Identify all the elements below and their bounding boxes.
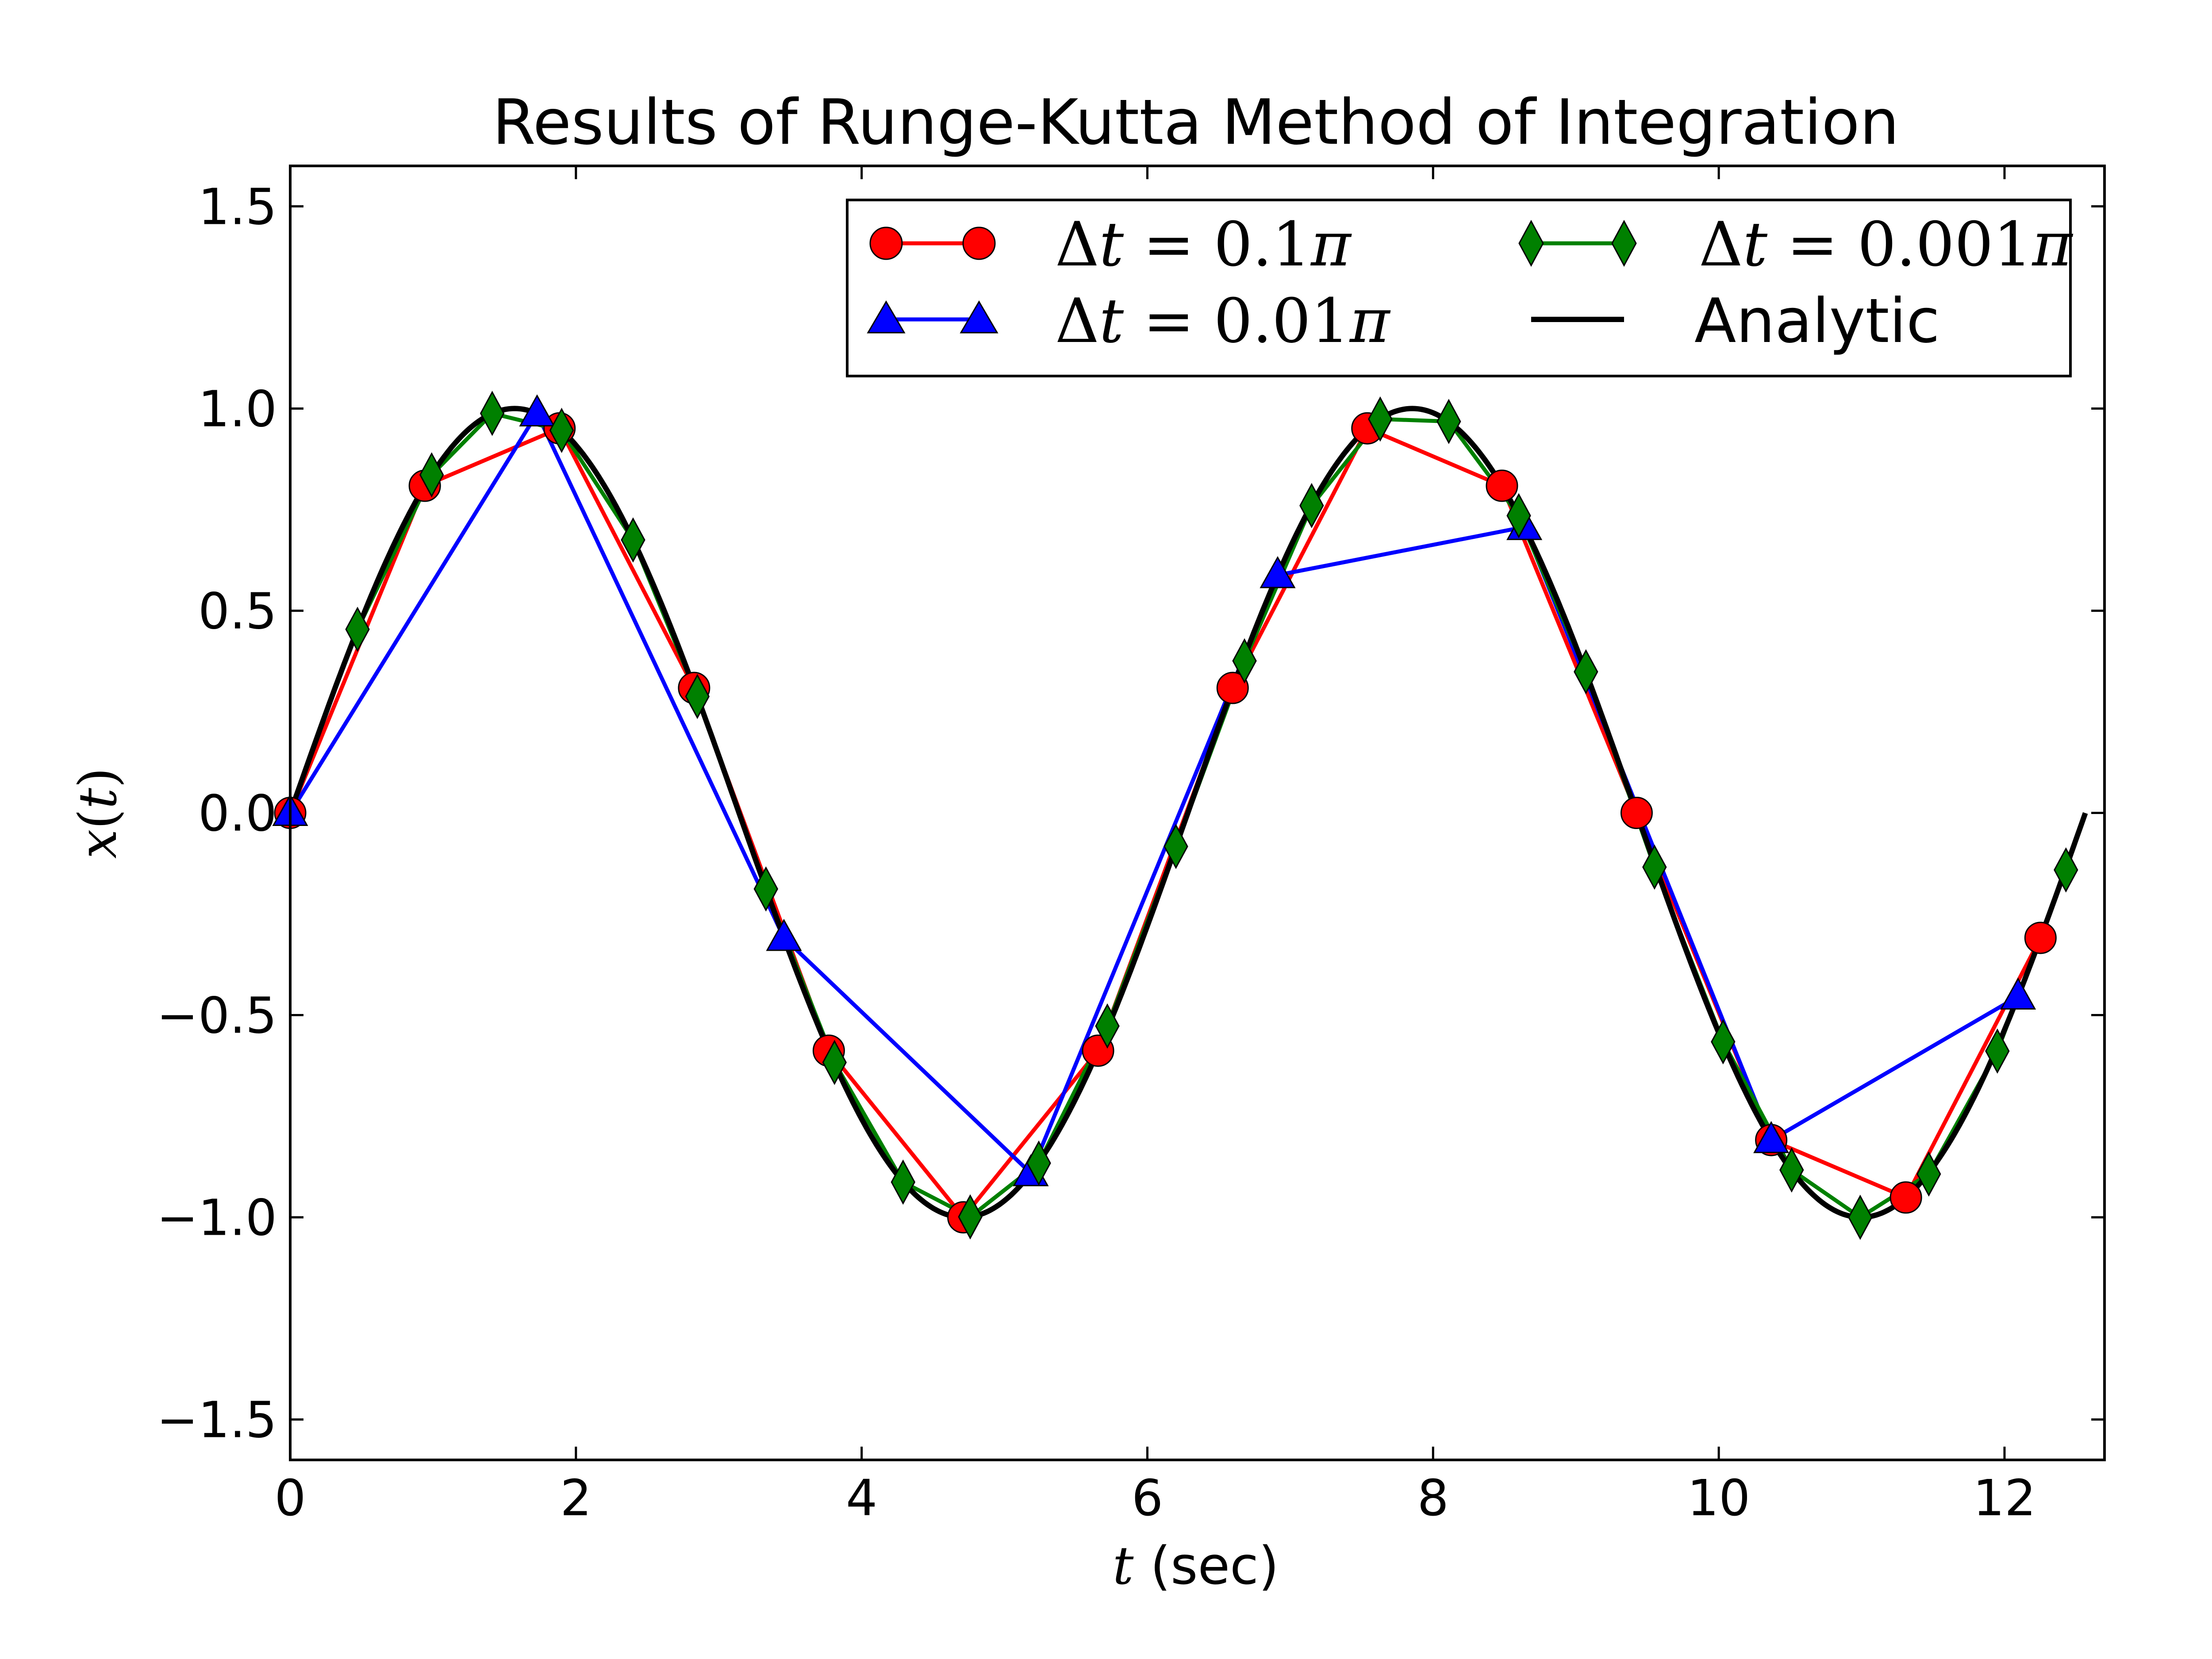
marker-diamond [1574, 649, 1598, 695]
chart-title: Results of Runge-Kutta Method of Integra… [492, 86, 1899, 159]
legend-entry-analytic: Analytic [1531, 285, 1940, 357]
x-axis-label-unit: (sec) [1133, 1535, 1279, 1596]
legend-marker-circle [962, 227, 996, 260]
x-tick-label: 12 [1973, 1470, 2036, 1527]
marker-diamond [1368, 396, 1393, 442]
y-tick-label: 1.0 [198, 380, 277, 438]
legend: Δt = 0.1π Δt = 0.01π Δt = 0.001π Analyti… [846, 199, 2074, 377]
marker-circle [1486, 469, 1518, 502]
marker-triangle [519, 394, 555, 426]
y-tick-label: 0.0 [198, 785, 277, 843]
y-tick-label: 1.5 [198, 178, 277, 236]
legend-entry-dt-0.1pi: Δt = 0.1π [869, 209, 1352, 280]
marker-diamond [685, 674, 710, 719]
marker-triangle [766, 918, 802, 951]
marker-circle [1620, 797, 1653, 829]
axes-frame [289, 165, 2106, 1461]
marker-diamond [345, 607, 370, 652]
marker-diamond [1711, 1019, 1736, 1065]
legend-entry-dt-0.001pi: Δt = 0.001π [1518, 209, 2074, 280]
marker-circle [1889, 1181, 1922, 1214]
legend-box [846, 199, 2072, 377]
marker-layer [272, 391, 2078, 1240]
legend-entry-dt-0.01pi: Δt = 0.01π [867, 285, 1391, 357]
axis-ticks [289, 166, 2104, 1460]
x-tick-label: 8 [1417, 1470, 1449, 1527]
y-tick-label: −0.5 [157, 987, 277, 1045]
marker-diamond [2054, 847, 2078, 893]
legend-marker-triangle [960, 300, 998, 334]
marker-diamond [1436, 399, 1461, 444]
marker-diamond [1232, 638, 1257, 684]
legend-marker-diamond [1518, 219, 1544, 267]
marker-diamond [480, 391, 505, 436]
marker-circle [1216, 672, 1249, 704]
marker-circle [2024, 922, 2057, 954]
marker-diamond [1642, 844, 1667, 890]
legend-marker-circle [869, 227, 903, 260]
x-tick-label: 6 [1132, 1470, 1163, 1527]
marker-diamond [753, 866, 779, 912]
legend-label-dt-0.001pi: Δt = 0.001π [1699, 209, 2074, 280]
marker-diamond [1779, 1147, 1804, 1193]
marker-diamond [419, 452, 444, 498]
marker-diamond [549, 407, 574, 453]
marker-triangle [1753, 1121, 1790, 1153]
y-tick-label: −1.0 [157, 1190, 277, 1247]
x-tick-label: 2 [560, 1470, 591, 1527]
marker-diamond [1985, 1028, 2010, 1074]
x-tick-label: 4 [846, 1470, 877, 1527]
x-axis-label: t (sec) [1113, 1535, 1279, 1596]
marker-diamond [1916, 1151, 1941, 1197]
x-axis-label-var: t [1113, 1535, 1134, 1596]
marker-diamond [1026, 1140, 1051, 1186]
y-axis-label-arg: t [67, 787, 128, 809]
y-axis-label-open: ( [67, 809, 128, 829]
marker-diamond [1164, 824, 1188, 869]
legend-marker-diamond [1611, 219, 1637, 267]
marker-diamond [822, 1040, 847, 1085]
marker-diamond [1848, 1194, 1873, 1240]
marker-triangle [2000, 977, 2036, 1010]
marker-diamond [1095, 1003, 1120, 1049]
x-tick-label: 0 [274, 1470, 306, 1527]
y-tick-label: 0.5 [198, 583, 277, 640]
marker-diamond [1299, 483, 1324, 528]
legend-label-dt-0.1pi: Δt = 0.1π [1055, 209, 1352, 280]
y-axis-label: x(t) [67, 768, 128, 859]
x-tick-label: 10 [1687, 1470, 1751, 1527]
y-tick-label: −1.5 [157, 1392, 277, 1449]
marker-diamond [621, 517, 645, 563]
marker-diamond [891, 1159, 916, 1205]
y-axis-label-close: ) [67, 768, 128, 788]
marker-diamond [958, 1194, 983, 1240]
legend-marker-triangle [867, 300, 906, 334]
marker-triangle [1260, 556, 1296, 588]
x-tick-labels: 0 2 4 6 8 10 12 [274, 1470, 2036, 1527]
legend-label-analytic: Analytic [1694, 285, 1940, 357]
marker-diamond [1506, 493, 1531, 538]
y-tick-labels: −1.5 −1.0 −0.5 0.0 0.5 1.0 1.5 [157, 178, 277, 1449]
y-axis-label-var: x [67, 829, 128, 859]
legend-label-dt-0.01pi: Δt = 0.01π [1055, 285, 1391, 357]
